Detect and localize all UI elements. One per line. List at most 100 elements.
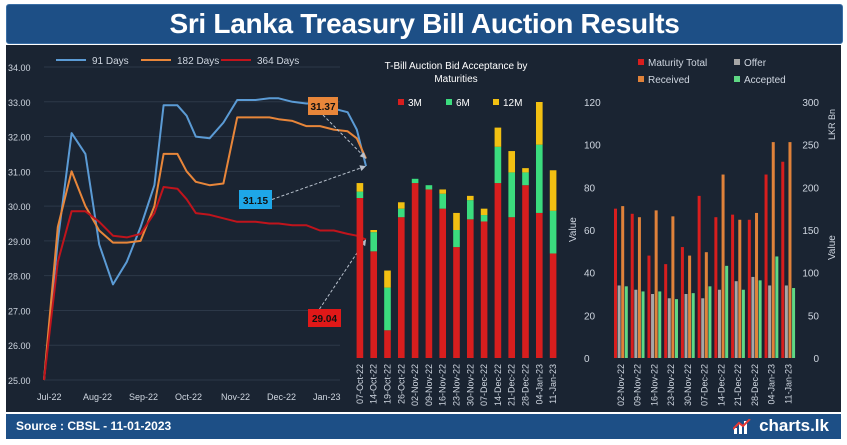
bar-chart-x-tick: 11-Jan-23 [548,364,558,404]
stacked-bar-segment [535,102,543,145]
line-chart-y-tick: 28.00 [8,272,31,282]
bar-chart-x-tick: 28-Dec-22 [521,364,531,406]
stacked-bar-segment [397,208,405,218]
bar-chart-title: Maturities [434,74,477,85]
stacked-bar-segment [549,210,557,254]
grouped-bar [630,213,634,358]
grouped-chart-x-tick: 14-Dec-22 [716,364,726,406]
bar-chart-x-tick: 07-Oct-22 [355,364,365,404]
grouped-bar [725,265,729,358]
grouped-bar [734,281,738,358]
legend-swatch [446,99,452,105]
grouped-bar [771,142,775,358]
stacked-bar-segment [535,212,543,358]
grouped-bar [738,219,742,358]
stacked-bar-segment [466,195,474,201]
stacked-bar-segment [453,212,460,230]
legend-swatch [398,99,404,105]
grouped-bar [688,255,692,358]
callout-box [239,190,272,209]
bar-chart-x-tick: 14-Dec-22 [493,364,503,406]
bar-chart-logo-icon [733,418,752,434]
legend-label: 12M [503,98,522,109]
callout-value: 29.04 [312,314,337,325]
grouped-chart-y-tick: 0 [813,354,819,365]
stacked-bar-segment [370,251,378,358]
bar-chart-x-tick: 02-Nov-22 [410,364,420,406]
bar-chart-y-tick: 0 [584,354,590,365]
grouped-bar [658,291,662,358]
charts-canvas: 25.00 26.00 27.00 28.00 29.00 30.00 31.00 32.00… [8,56,838,406]
grouped-chart-x-tick: 04-Jan-23 [767,364,777,405]
grouped-bar [747,219,751,358]
grouped-bar [755,212,759,358]
grouped-bar [624,286,628,358]
legend-label: 3M [408,98,422,109]
grouped-bar [751,276,755,358]
grouped-bar [637,217,641,358]
stacked-bar-segment [508,172,516,218]
grouped-bar [717,289,721,358]
line-chart-x-tick: Dec-22 [267,392,296,402]
line-chart-y-tick: 26.00 [8,341,31,351]
grouped-chart-y-tick: 300 [802,98,819,109]
stacked-bar-segment [453,230,460,248]
stacked-bar-segment [480,221,488,358]
bar-chart-x-tick: 07-Dec-22 [479,364,489,406]
grouped-bar [617,285,621,358]
bar-chart-x-tick: 19-Oct-22 [383,364,393,404]
grouped-bar [775,256,779,358]
grouped-bar [781,161,785,358]
grouped-chart-y-label: Value [827,235,838,260]
grouped-chart-x-tick: 11-Jan-23 [783,364,793,404]
stacked-bar-segment [494,127,502,147]
callout-box [308,309,341,327]
grouped-bar [667,298,671,358]
grouped-bar [691,293,695,358]
legend-label: Maturity Total [648,58,707,69]
stacked-bar-segment [356,191,364,198]
callout-arrowhead [359,152,366,159]
grouped-bar [680,247,684,358]
grouped-bar [697,195,701,358]
bar-chart-x-tick: 16-Nov-22 [438,364,448,406]
bar-chart-y-tick: 80 [584,183,596,194]
grouped-chart-x-tick: 09-Nov-22 [633,364,643,406]
bar-chart-x-tick: 09-Nov-22 [424,364,434,406]
bar-chart-y-tick: 20 [584,311,596,322]
grouped-chart-x-tick: 21-Dec-22 [733,364,743,406]
stacked-bar-segment [397,217,405,358]
stacked-bar-segment [439,189,447,194]
line-chart-y-tick: 31.00 [8,167,31,177]
brand-name: charts.lk [759,416,829,435]
legend-label: 364 Days [257,56,299,67]
grouped-bar [641,291,645,358]
series-line [43,186,367,381]
legend-swatch [493,99,499,105]
callout-box [308,97,338,115]
line-chart-y-tick: 25.00 [8,376,31,386]
brand-logo: charts.lk [733,416,829,436]
grouped-bar [714,217,718,358]
line-chart-x-tick: Aug-22 [83,392,112,402]
stacked-bar-segment [494,183,502,358]
grouped-chart-x-tick: 16-Nov-22 [649,364,659,406]
line-chart-x-tick: Nov-22 [221,392,250,402]
stacked-bar-segment [439,193,447,209]
bar-chart-title: T-Bill Auction Bid Acceptance by [385,61,528,72]
stacked-bar-segment [508,217,516,358]
grouped-bar [758,280,762,358]
stacked-bar-segment [453,247,460,358]
grouped-chart-y-tick: 150 [802,226,819,237]
bar-chart-x-tick: 21-Dec-22 [507,364,517,406]
grouped-bar [721,174,725,358]
callout-value: 31.15 [243,196,268,207]
grouped-chart-x-tick: 23-Nov-22 [666,364,676,406]
bar-chart-x-tick: 30-Nov-22 [465,364,475,406]
series-line [43,97,367,381]
stacked-bar-segment [439,208,447,358]
grouped-bar [674,299,678,358]
stacked-bar-segment [480,208,488,216]
grouped-chart-x-tick: 07-Dec-22 [700,364,710,406]
grouped-bar [634,289,638,358]
